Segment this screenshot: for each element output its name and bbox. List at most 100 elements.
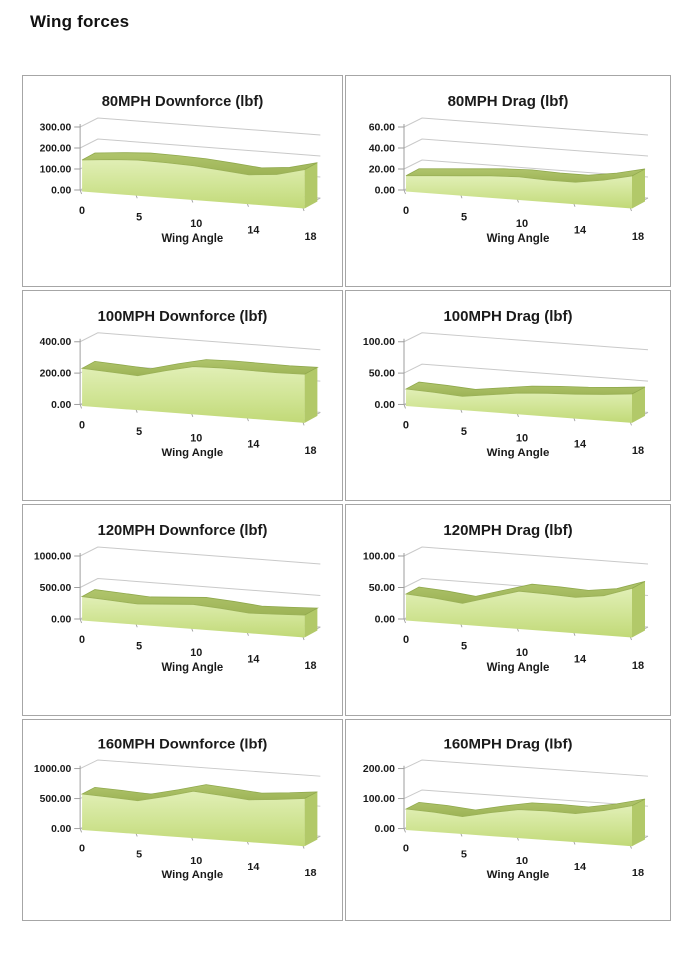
x-axis-tick-label: 5 [136, 849, 142, 861]
y-axis [74, 553, 81, 620]
x-axis-tick-label: 10 [190, 647, 202, 659]
y-axis-labels: 100.00 50.00 0.00 [363, 337, 395, 411]
x-axis-labels: 0 5 10 14 18 [403, 634, 644, 672]
chart-title: 160MPH Downforce (lbf) [98, 737, 268, 753]
y-axis-tick-label: 100.00 [363, 794, 395, 805]
y-axis-tick-label: 0.00 [375, 824, 396, 835]
area-front-top-edge [82, 596, 305, 616]
y-axis-tick-label: 1000.00 [34, 551, 72, 562]
x-axis-tick-label: 14 [574, 654, 587, 666]
chart-panel-120mph-downforce-lbf[interactable]: 1000.00 500.00 0.00 0 5 10 14 18 Wing Angle 120MP… [22, 504, 343, 716]
x-axis-title: Wing Angle [487, 233, 550, 245]
y-axis-tick-label: 60.00 [369, 122, 395, 134]
x-axis-tick-label: 5 [461, 212, 467, 224]
y-axis-tick-label: 50.00 [369, 369, 395, 380]
y-axis-tick-label: 0.00 [51, 824, 71, 835]
chart-panel-160mph-drag-lbf[interactable]: 200.00 100.00 0.00 0 5 10 14 18 Wing Angle 160MPH… [345, 719, 671, 921]
y-axis-tick-label: 1000.00 [34, 764, 72, 775]
area-front-top-edge [405, 175, 633, 183]
y-axis-tick-label: 200.00 [40, 369, 72, 380]
page-title: Wing forces [30, 12, 130, 31]
chart-title: 80MPH Downforce (lbf) [102, 94, 264, 110]
x-axis-tick-label: 0 [79, 843, 85, 855]
area-front-top-edge [82, 790, 305, 802]
area-side-face [632, 168, 645, 209]
chart-svg: 400.00 200.00 0.00 0 5 10 14 18 Wing Angle 100MPH… [40, 309, 321, 459]
area-front-top-edge [82, 159, 305, 176]
chart-svg: 1000.00 500.00 0.00 0 5 10 14 18 Wing Angle 120MP… [34, 523, 321, 674]
x-axis-labels: 0 5 10 14 18 [79, 419, 316, 457]
chart-svg: 100.00 50.00 0.00 0 5 10 14 18 Wing Angle 100MPH … [363, 308, 649, 459]
chart-panel-80mph-downforce-lbf[interactable]: 300.00 200.00 100.00 0.00 0 5 10 14 18 Wing Angle… [22, 75, 343, 287]
area-series [80, 784, 318, 847]
chart-panel-100mph-drag-lbf[interactable]: 100.00 50.00 0.00 0 5 10 14 18 Wing Angle 100MPH … [345, 290, 671, 501]
area-front-face [82, 791, 305, 847]
chart-panel-100mph-downforce-lbf[interactable]: 400.00 200.00 0.00 0 5 10 14 18 Wing Angle 100MPH… [22, 290, 343, 501]
chart-title: 100MPH Downforce (lbf) [98, 309, 268, 325]
area-front-face [406, 588, 632, 638]
y-axis [398, 765, 405, 830]
x-axis-labels: 0 5 10 14 18 [403, 205, 644, 243]
x-axis-tick-label: 18 [304, 445, 316, 457]
x-axis-labels: 0 5 10 14 18 [403, 843, 644, 879]
y-axis-tick-label: 0.00 [51, 185, 71, 196]
x-axis-title: Wing Angle [161, 233, 223, 245]
y-axis-labels: 300.00 200.00 100.00 0.00 [40, 122, 72, 196]
x-axis-title: Wing Angle [487, 662, 550, 674]
chart-title: 100MPH Drag (lbf) [443, 308, 572, 325]
area-front-face [406, 389, 632, 423]
x-axis-labels: 0 5 10 14 18 [403, 419, 644, 457]
y-axis [74, 338, 81, 405]
x-axis-tick-label: 5 [461, 849, 467, 861]
x-axis-tick-label: 10 [516, 218, 528, 230]
y-axis [398, 338, 405, 405]
x-axis-tick-label: 5 [461, 426, 467, 438]
x-axis-tick-label: 5 [136, 211, 142, 223]
area-front-face [82, 366, 305, 423]
x-axis-tick-label: 5 [461, 641, 467, 653]
x-axis-tick-label: 10 [190, 855, 202, 867]
x-axis-title: Wing Angle [487, 447, 550, 459]
chart-panel-80mph-drag-lbf[interactable]: 60.00 40.00 20.00 0.00 0 5 10 14 18 Wing Angle 80M… [345, 75, 671, 287]
y-axis-tick-label: 100.00 [363, 337, 395, 348]
y-axis-labels: 100.00 50.00 0.00 [363, 551, 395, 626]
y-axis [398, 553, 405, 620]
area-front-top-edge [405, 805, 633, 818]
x-axis-tick-label: 5 [136, 426, 142, 438]
x-axis-tick-label: 0 [79, 205, 85, 217]
charts-grid: 300.00 200.00 100.00 0.00 0 5 10 14 18 Wing Angle… [22, 75, 671, 921]
x-axis-tick-label: 14 [574, 439, 587, 451]
area-side-face [304, 367, 318, 423]
y-axis-tick-label: 500.00 [40, 794, 72, 805]
x-axis-tick-label: 5 [136, 640, 142, 652]
x-axis-labels: 0 5 10 14 18 [79, 205, 316, 243]
y-axis-tick-label: 50.00 [369, 582, 395, 594]
x-axis-tick-label: 0 [79, 634, 85, 646]
chart-svg: 60.00 40.00 20.00 0.00 0 5 10 14 18 Wing Angle 80M… [369, 93, 649, 245]
x-axis-tick-label: 14 [247, 861, 259, 873]
x-axis-tick-label: 10 [516, 647, 528, 659]
y-axis-tick-label: 0.00 [375, 614, 396, 626]
area-side-face [304, 162, 318, 209]
area-front-face [82, 159, 305, 209]
area-series [404, 381, 646, 423]
area-side-face [632, 387, 645, 423]
chart-title: 120MPH Drag (lbf) [443, 522, 572, 539]
x-axis-tick-label: 14 [574, 861, 586, 873]
x-axis-tick-label: 0 [403, 843, 409, 855]
x-axis-tick-label: 10 [516, 855, 528, 867]
y-axis-tick-label: 0.00 [51, 400, 71, 411]
y-axis-tick-label: 100.00 [363, 551, 395, 563]
area-front-face [82, 596, 305, 638]
y-axis-labels: 200.00 100.00 0.00 [363, 764, 395, 835]
chart-title: 120MPH Downforce (lbf) [98, 523, 268, 539]
chart-panel-160mph-downforce-lbf[interactable]: 1000.00 500.00 0.00 0 5 10 14 18 Wing Angle 160MP… [22, 719, 343, 921]
x-axis-tick-label: 0 [79, 419, 85, 431]
area-front-top-edge [405, 388, 633, 397]
x-axis-tick-label: 14 [247, 224, 259, 236]
y-axis-tick-label: 300.00 [40, 122, 72, 133]
x-axis-tick-label: 18 [304, 660, 316, 672]
area-front-face [406, 175, 632, 209]
y-axis [74, 765, 81, 830]
chart-panel-120mph-drag-lbf[interactable]: 100.00 50.00 0.00 0 5 10 14 18 Wing Angle 120MPH … [345, 504, 671, 716]
